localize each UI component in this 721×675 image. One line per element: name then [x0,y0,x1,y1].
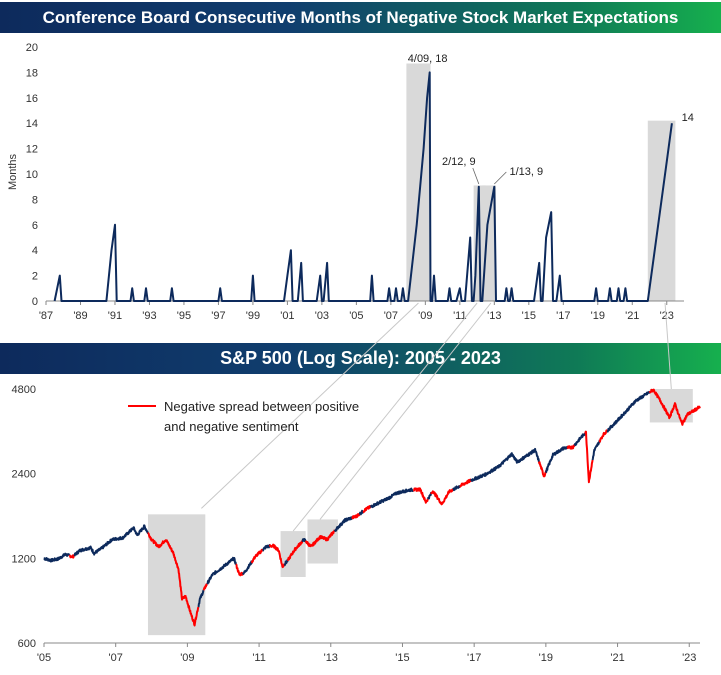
price-segment [358,509,364,516]
negative-segment [459,478,472,488]
y-tick-label: 8 [32,194,38,206]
negative-segment [598,429,609,443]
price-segment [197,589,205,608]
negative-segment [304,529,336,548]
x-tick-label: '23 [682,652,696,664]
y-tick-label: 10 [26,169,38,181]
negative-segment [584,430,594,484]
x-tick-label: '13 [487,310,501,322]
price-segment [242,560,253,575]
x-tick-label: '91 [108,310,122,322]
x-tick-label: '13 [324,652,338,664]
y-tick-label: 20 [26,42,38,54]
x-tick-label: '15 [395,652,409,664]
x-tick-label: '15 [522,310,536,322]
connector-line [292,302,478,532]
negative-segment [362,505,372,514]
price-segment [545,445,569,473]
negative-expectations-chart: 0 2 4 6 8 10 12 14 16 18 20 '87 '89 '91 '93 '95 '97 '99 '0… [7,42,694,322]
highlight-box [307,519,338,564]
negative-segment [202,583,208,591]
negative-segment [286,540,304,561]
y-tick-label: 2400 [12,469,36,481]
annotation-label: 14 [682,112,694,124]
price-segment [573,432,587,447]
y-tick-label: 1200 [12,553,36,565]
negative-segment [537,461,547,478]
connector-line [319,302,492,520]
x-tick-label: '01 [280,310,294,322]
negative-segment [412,487,429,504]
y-axis-label: Months [7,153,19,190]
price-segment [262,544,271,552]
top-chart-title: Conference Board Consecutive Months of N… [0,2,721,33]
x-tick-label: '97 [211,310,225,322]
price-segment [73,524,149,557]
price-segment [206,556,237,585]
x-tick-label: '17 [467,652,481,664]
y-tick-label: 12 [26,144,38,156]
annotation-label: 1/13, 9 [510,166,544,178]
y-tick-label: 6 [32,220,38,232]
series-line [53,71,673,302]
x-tick-label: '11 [252,652,266,664]
legend-text-line-2: and negative sentiment [164,419,299,434]
x-tick-label: '07 [109,652,123,664]
price-segment [470,447,540,482]
connector-line [664,302,672,390]
x-tick-label: '09 [180,652,194,664]
x-tick-label: '17 [556,310,570,322]
price-segment [606,390,651,433]
x-tick-label: '11 [453,310,467,322]
y-tick-label: 18 [26,67,38,79]
price-segment [43,552,71,563]
price-segment [369,487,414,509]
annotation-leader [494,171,507,185]
y-tick-label: 600 [18,638,36,650]
negative-segment [648,388,701,426]
negative-segment [268,543,286,569]
y-tick-label: 16 [26,93,38,105]
price-segment [591,439,601,461]
x-tick-label: '03 [315,310,329,322]
negative-segment [566,444,576,450]
y-tick-label: 4 [32,245,38,257]
negative-segment [235,563,245,577]
annotation-leader [472,167,480,185]
x-tick-label: '23 [660,310,674,322]
y-tick-label: 14 [26,118,38,130]
negative-segment [147,532,200,627]
price-segment [333,516,354,532]
x-tick-label: '21 [610,652,624,664]
connector-line [201,302,419,509]
negative-segment [351,513,361,520]
price-segment [426,491,433,500]
y-tick-label: 2 [32,271,38,283]
x-tick-label: '05 [37,652,51,664]
x-tick-label: '19 [539,652,553,664]
y-tick-label: 4800 [12,384,36,396]
y-tick-label: 0 [32,296,38,308]
x-tick-label: '87 [39,310,53,322]
x-tick-label: '05 [349,310,363,322]
x-tick-label: '89 [73,310,87,322]
x-tick-label: '09 [418,310,432,322]
x-tick-label: '07 [384,310,398,322]
annotation-label: 4/09, 18 [408,53,448,65]
x-tick-label: '19 [591,310,605,322]
negative-segment [430,488,454,506]
x-tick-label: '99 [246,310,260,322]
legend-text-line-1: Negative spread between positive [164,399,359,414]
price-segment [301,538,307,543]
negative-segment [250,548,264,564]
shaded-period [482,185,497,301]
x-tick-label: '95 [177,310,191,322]
price-segment [283,558,289,567]
annotation-label: 2/12, 9 [442,156,476,168]
x-tick-label: '93 [142,310,156,322]
price-segment [452,485,461,492]
x-tick-label: '21 [625,310,639,322]
